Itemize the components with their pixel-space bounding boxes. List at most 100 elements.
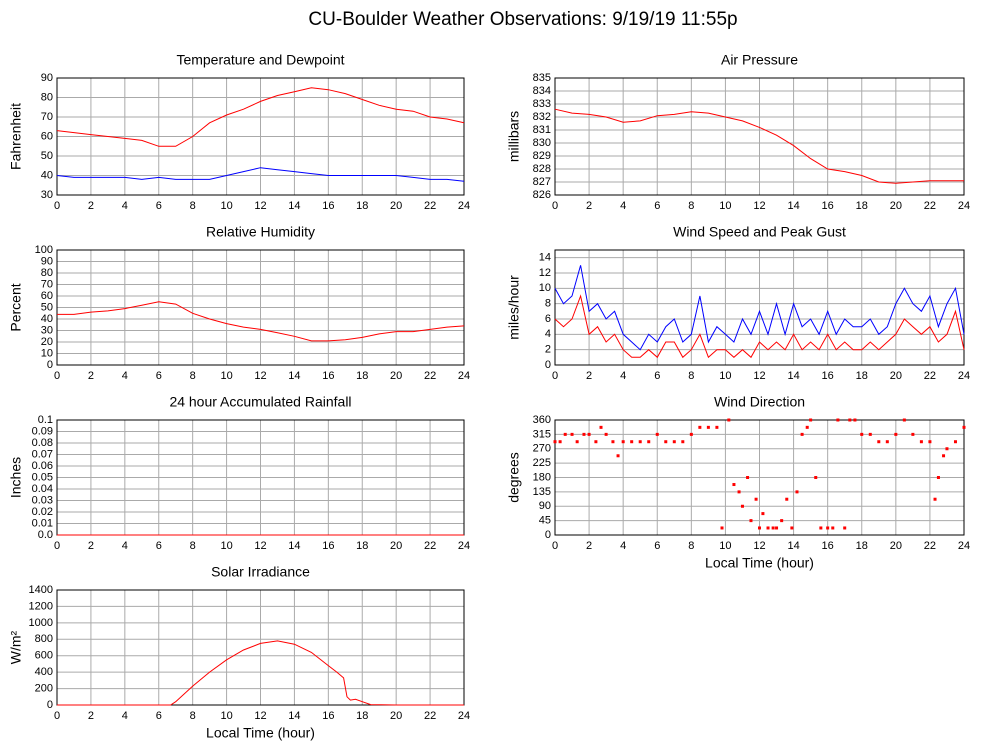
y-tick-label: 0.1 (38, 414, 53, 426)
y-tick-label: 8 (545, 298, 551, 310)
x-tick-label: 2 (88, 710, 94, 722)
point (953, 440, 957, 444)
x-tick-label: 14 (787, 200, 799, 212)
x-tick-label: 12 (753, 370, 765, 382)
x-tick-label: 16 (322, 710, 334, 722)
point (720, 526, 724, 530)
point (655, 432, 659, 436)
point (942, 454, 946, 458)
x-tick-label: 24 (458, 540, 470, 552)
y-tick-label: 800 (35, 633, 53, 645)
point (638, 440, 642, 444)
x-tick-label: 24 (458, 370, 470, 382)
point (698, 425, 702, 429)
point (727, 418, 731, 422)
y-tick-label: 6 (545, 313, 551, 325)
y-tick-label: 80 (41, 91, 53, 103)
x-tick-label: 10 (719, 540, 731, 552)
x-tick-label: 20 (890, 370, 902, 382)
x-tick-label: 14 (787, 370, 799, 382)
y-tick-label: 70 (41, 278, 53, 290)
x-tick-label: 10 (220, 710, 232, 722)
y-tick-label: 270 (533, 443, 551, 455)
x-tick-label: 0 (54, 200, 60, 212)
y-tick-label: 400 (35, 666, 53, 678)
point (766, 526, 770, 530)
x-tick-label: 20 (390, 200, 402, 212)
x-tick-label: 4 (620, 540, 626, 552)
point (853, 418, 857, 422)
x-tick-label: 8 (190, 370, 196, 382)
point (795, 490, 799, 494)
x-tick-label: 16 (322, 540, 334, 552)
y-tick-label: 826 (533, 189, 551, 201)
x-tick-label: 16 (822, 200, 834, 212)
y-tick-label: 0.08 (32, 437, 53, 449)
point (616, 454, 620, 458)
x-tick-label: 22 (424, 540, 436, 552)
x-tick-label: 2 (586, 200, 592, 212)
y-tick-label: 50 (41, 150, 53, 162)
x-tick-label: 16 (822, 370, 834, 382)
point (819, 526, 823, 530)
point (575, 440, 579, 444)
point (587, 432, 591, 436)
point (785, 497, 789, 501)
x-tick-label: 24 (958, 370, 970, 382)
y-tick-label: 40 (41, 169, 53, 181)
x-tick-label: 8 (190, 200, 196, 212)
x-tick-label: 18 (356, 370, 368, 382)
x-tick-label: 22 (924, 370, 936, 382)
point (582, 432, 586, 436)
y-tick-label: 225 (533, 457, 551, 469)
y-tick-label: 600 (35, 650, 53, 662)
point (831, 526, 835, 530)
x-tick-label: 22 (924, 200, 936, 212)
y-tick-label: 829 (533, 150, 551, 162)
y-tick-label: 4 (545, 328, 551, 340)
y-tick-label: 834 (533, 85, 551, 97)
y-tick-label: 831 (533, 124, 551, 136)
y-tick-label: 827 (533, 176, 551, 188)
y-tick-label: 70 (41, 111, 53, 123)
plot-frame (56, 77, 465, 196)
x-tick-label: 4 (620, 200, 626, 212)
point (780, 519, 784, 523)
x-tick-label: 20 (890, 540, 902, 552)
y-tick-label: 0.09 (32, 425, 53, 437)
y-tick-label: 90 (41, 72, 53, 84)
x-tick-label: 22 (424, 200, 436, 212)
x-tick-label: 12 (753, 540, 765, 552)
y-tick-label: 60 (41, 290, 53, 302)
x-tick-label: 6 (156, 710, 162, 722)
x-tick-label: 14 (288, 370, 300, 382)
point (594, 440, 598, 444)
point (732, 483, 736, 487)
y-tick-label: 180 (533, 471, 551, 483)
point (630, 440, 634, 444)
point (860, 432, 864, 436)
x-tick-label: 22 (424, 370, 436, 382)
point (962, 425, 966, 429)
point (826, 526, 830, 530)
x-tick-label: 20 (390, 710, 402, 722)
point (836, 418, 840, 422)
y-tick-label: 30 (41, 189, 53, 201)
series-line (554, 108, 964, 184)
x-tick-label: 4 (122, 370, 128, 382)
point (740, 504, 744, 508)
y-axis-label: degrees (506, 452, 522, 503)
point (761, 512, 765, 516)
x-tick-label: 6 (156, 370, 162, 382)
point (919, 440, 923, 444)
x-tick-label: 24 (958, 540, 970, 552)
chart-title: Temperature and Dewpoint (176, 52, 344, 68)
point (843, 526, 847, 530)
point (790, 526, 794, 530)
x-tick-label: 2 (586, 370, 592, 382)
x-tick-label: 20 (390, 370, 402, 382)
x-tick-label: 4 (122, 710, 128, 722)
x-tick-label: 8 (688, 200, 694, 212)
x-axis-label: Local Time (hour) (206, 725, 315, 741)
x-tick-label: 10 (220, 200, 232, 212)
